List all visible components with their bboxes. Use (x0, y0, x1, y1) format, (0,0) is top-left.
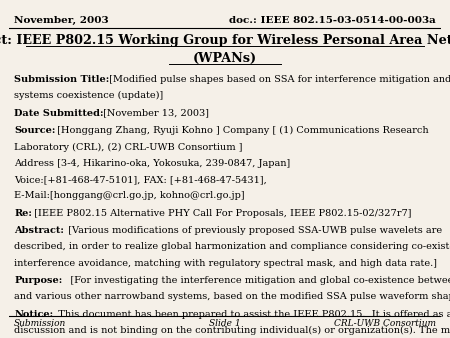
Text: doc.: IEEE 802.15-03-0514-00-003a: doc.: IEEE 802.15-03-0514-00-003a (229, 16, 436, 25)
Text: described, in order to realize global harmonization and compliance considering c: described, in order to realize global ha… (14, 242, 450, 251)
Text: discussion and is not binding on the contributing individual(s) or organization(: discussion and is not binding on the con… (14, 326, 450, 335)
Text: CRL-UWB Consortium: CRL-UWB Consortium (334, 319, 436, 328)
Text: [For investigating the interference mitigation and global co-existence between U: [For investigating the interference miti… (60, 276, 450, 285)
Text: Re:: Re: (14, 209, 32, 218)
Text: E-Mail:[honggang@crl.go.jp, kohno@crl.go.jp]: E-Mail:[honggang@crl.go.jp, kohno@crl.go… (14, 191, 245, 200)
Text: [Honggang Zhang, Ryuji Kohno ] Company [ (1) Communications Research: [Honggang Zhang, Ryuji Kohno ] Company [… (54, 126, 428, 135)
Text: and various other narrowband systems, based on the modified SSA pulse waveform s: and various other narrowband systems, ba… (14, 292, 450, 301)
Text: Purpose:: Purpose: (14, 276, 63, 285)
Text: [IEEE P802.15 Alternative PHY Call For Proposals, IEEE P802.15-02/327r7]: [IEEE P802.15 Alternative PHY Call For P… (32, 209, 412, 218)
Text: Source:: Source: (14, 126, 55, 135)
Text: [Modified pulse shapes based on SSA for interference mitigation and: [Modified pulse shapes based on SSA for … (106, 75, 450, 84)
Text: Address [3-4, Hikarino-oka, Yokosuka, 239-0847, Japan]: Address [3-4, Hikarino-oka, Yokosuka, 23… (14, 159, 290, 168)
Text: Notice:: Notice: (14, 310, 53, 319)
Text: [Various modifications of previously proposed SSA-UWB pulse wavelets are: [Various modifications of previously pro… (62, 226, 442, 235)
Text: Abstract:: Abstract: (14, 226, 64, 235)
Text: Submission: Submission (14, 319, 67, 328)
Text: November, 2003: November, 2003 (14, 16, 109, 25)
Text: Submission Title:: Submission Title: (14, 75, 109, 84)
Text: [November 13, 2003]: [November 13, 2003] (100, 108, 209, 118)
Text: interference avoidance, matching with regulatory spectral mask, and high data ra: interference avoidance, matching with re… (14, 259, 437, 268)
Text: Project: IEEE P802.15 Working Group for Wireless Personal Area Networks: Project: IEEE P802.15 Working Group for … (0, 34, 450, 47)
Text: Slide 1: Slide 1 (209, 319, 241, 328)
Text: This document has been prepared to assist the IEEE P802.15.  It is offered as a : This document has been prepared to assis… (52, 310, 450, 319)
Text: (WPANs): (WPANs) (193, 52, 257, 65)
Text: Date Submitted:: Date Submitted: (14, 108, 104, 118)
Text: Laboratory (CRL), (2) CRL-UWB Consortium ]: Laboratory (CRL), (2) CRL-UWB Consortium… (14, 142, 243, 151)
Text: systems coexistence (update)]: systems coexistence (update)] (14, 91, 163, 100)
Text: Voice:[+81-468-47-5101], FAX: [+81-468-47-5431],: Voice:[+81-468-47-5101], FAX: [+81-468-4… (14, 175, 267, 184)
